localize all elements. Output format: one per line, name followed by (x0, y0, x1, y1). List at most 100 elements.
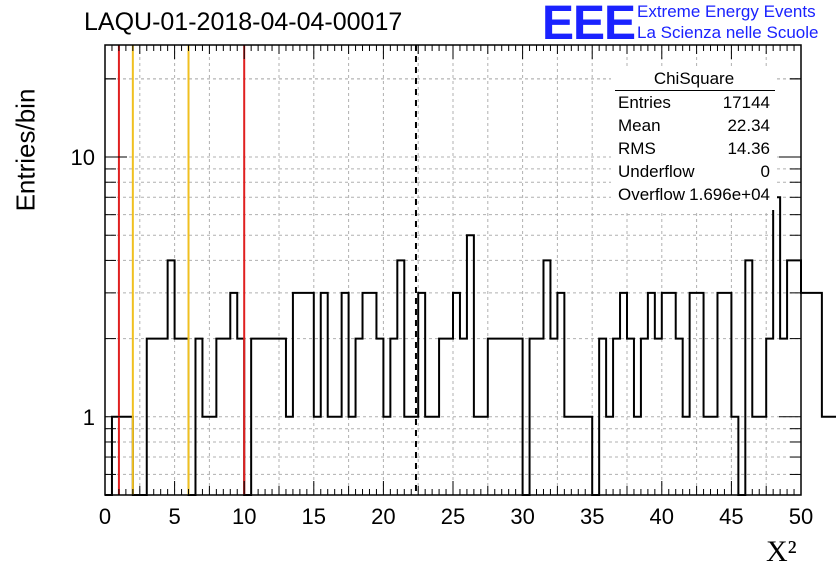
histogram-bin (230, 293, 237, 495)
histogram-bin (822, 417, 829, 495)
histogram-bin (154, 339, 161, 495)
histogram-bin (641, 339, 648, 495)
histogram-bin (460, 339, 467, 495)
histogram-bin (369, 293, 376, 495)
histogram-bin (690, 293, 697, 495)
histogram-bin (724, 293, 731, 495)
histogram-bin (794, 260, 801, 495)
stats-key: Underflow (618, 162, 695, 181)
histogram-bin (766, 339, 773, 495)
histogram-bin (383, 417, 390, 495)
histogram-bin (648, 293, 655, 495)
histogram-bin (335, 417, 342, 495)
x-tick-label: 35 (580, 504, 604, 529)
x-tick-label: 25 (441, 504, 465, 529)
histogram-bin (488, 339, 495, 495)
eee-logo-mark: EEE (542, 0, 636, 50)
histogram-bin (704, 417, 711, 495)
x-tick-label: 50 (789, 504, 813, 529)
histogram-bin (787, 260, 794, 495)
histogram-bin (509, 339, 516, 495)
histogram-bin (251, 339, 258, 495)
y-axis-label: Entries/bin (10, 88, 41, 212)
histogram-bin (356, 339, 363, 495)
histogram-bin (655, 339, 662, 495)
histogram-bin (293, 293, 300, 495)
histogram-bin (759, 417, 766, 495)
histogram-bin (467, 235, 474, 495)
histogram-bin (342, 293, 349, 495)
histogram-bin (578, 417, 585, 495)
histogram-bin (300, 293, 307, 495)
histogram-bin (349, 417, 356, 495)
x-tick-label: 45 (719, 504, 743, 529)
histogram-bin (808, 293, 815, 495)
histogram-bin (390, 339, 397, 495)
histogram-bin (711, 417, 718, 495)
y-tick-label: 1 (83, 405, 95, 430)
histogram-bin (195, 339, 202, 495)
histogram-bin (474, 417, 481, 495)
stats-key: Overflow (618, 185, 686, 204)
histogram-series (105, 196, 836, 496)
histogram-bin (731, 417, 738, 495)
x-tick-label: 0 (99, 504, 111, 529)
stats-row-mean: Mean 22.34 (618, 116, 770, 138)
histogram-bin (627, 339, 634, 495)
histogram-bin (223, 339, 230, 495)
histogram-bin (168, 260, 175, 495)
histogram-bin (453, 293, 460, 495)
stats-title: ChiSquare (653, 69, 735, 88)
y-axis-label-box: Entries/bin (8, 89, 44, 212)
stats-row-overflow: Overflow 1.696e+04 (618, 185, 770, 207)
histogram-bin (328, 417, 335, 495)
histogram-bin (237, 339, 244, 495)
histogram-bin (697, 293, 704, 495)
x-axis-label: X² (766, 535, 797, 568)
histogram-bin (175, 339, 182, 495)
histogram-bin (669, 293, 676, 495)
stats-divider (615, 90, 775, 91)
histogram-bin (752, 417, 759, 495)
histogram-bin (418, 293, 425, 495)
histogram-bin (550, 339, 557, 495)
stats-value: 14.36 (727, 139, 770, 158)
histogram-bin (620, 293, 627, 495)
histogram-bin (773, 197, 780, 495)
histogram-bin (516, 339, 523, 495)
stats-row-entries: Entries 17144 (618, 93, 770, 115)
histogram-bin (376, 339, 383, 495)
stats-key: Entries (618, 93, 671, 112)
stats-value: 0 (760, 162, 770, 181)
histogram-bin (634, 417, 641, 495)
histogram-bin (272, 339, 279, 495)
histogram-bin (286, 417, 293, 495)
logo-text-line2: La Scienza nelle Scuole (637, 23, 819, 42)
x-tick-label: 40 (650, 504, 674, 529)
stats-row-underflow: Underflow 0 (618, 162, 770, 184)
histogram-bin (209, 417, 216, 495)
histogram-bin (481, 417, 488, 495)
histogram-bin (662, 293, 669, 495)
histogram-bin (557, 293, 564, 495)
stats-key: RMS (618, 139, 656, 158)
histogram-bin (683, 417, 690, 495)
histogram-bin (425, 417, 432, 495)
x-tick-label: 5 (168, 504, 180, 529)
stats-row-rms: RMS 14.36 (618, 139, 770, 161)
histogram-bin (404, 417, 411, 495)
histogram-bin (182, 339, 189, 495)
y-tick-label: 10 (71, 145, 95, 170)
histogram-bin (119, 417, 126, 495)
histogram-bin (564, 417, 571, 495)
histogram-bin (599, 339, 606, 495)
x-tick-label: 15 (302, 504, 326, 529)
histogram-bin (676, 339, 683, 495)
histogram-bin (321, 293, 328, 495)
stats-value: 1.696e+04 (689, 185, 770, 204)
histogram-bin (147, 339, 154, 495)
histogram-bin (432, 417, 439, 495)
stats-value: 17144 (722, 93, 770, 112)
histogram-bin (279, 339, 286, 495)
histogram-bin (363, 293, 370, 495)
